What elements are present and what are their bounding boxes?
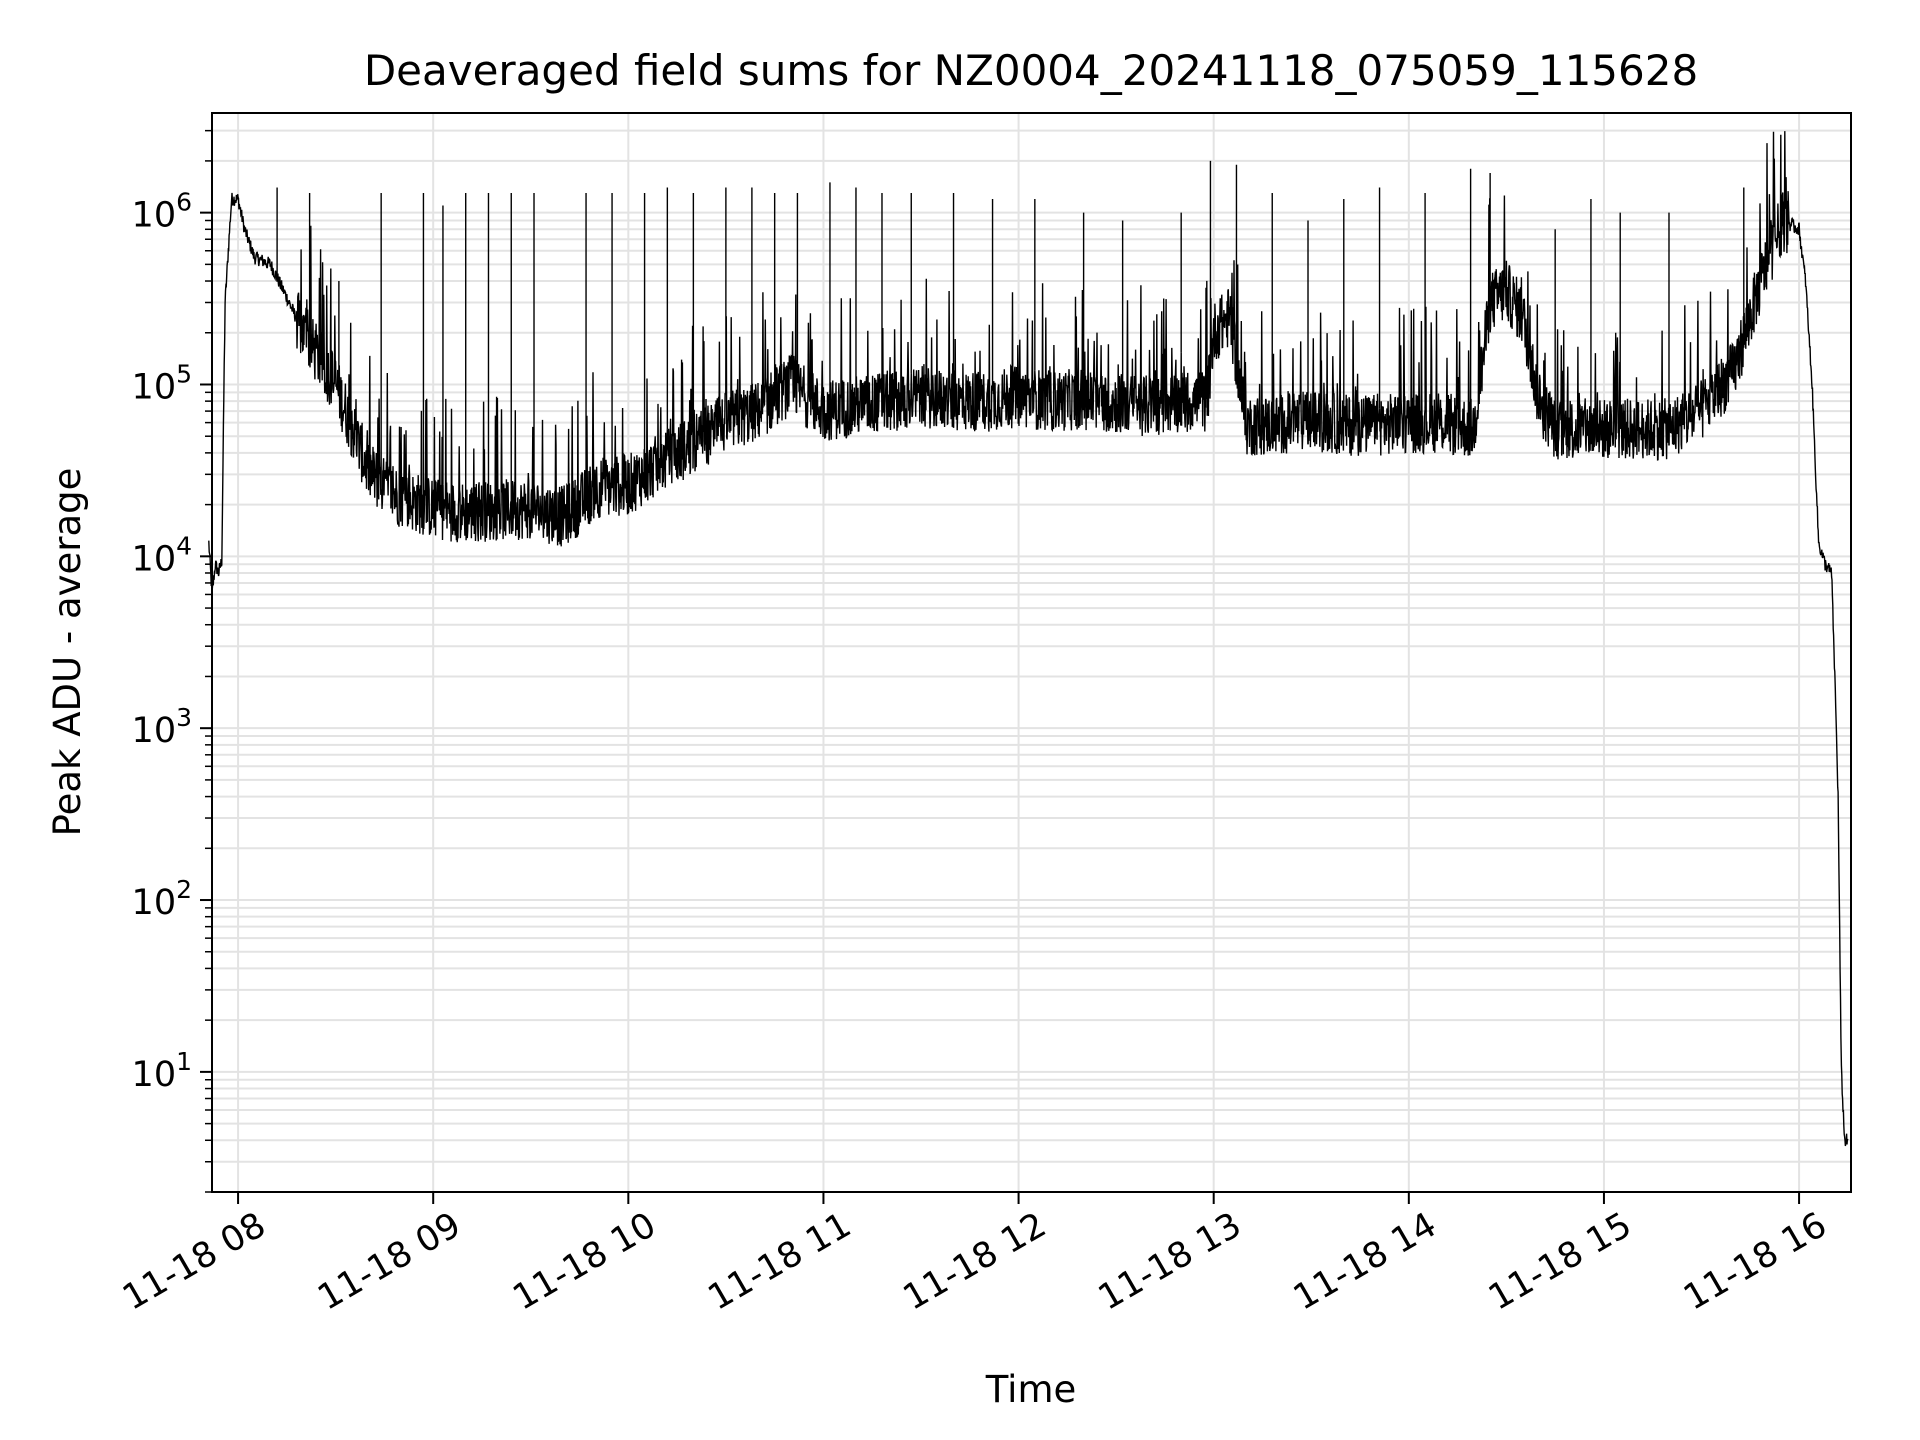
chart-title: Deaveraged field sums for NZ0004_2024111… (364, 46, 1698, 95)
y-axis-label: Peak ADU - average (46, 468, 89, 837)
y-tick-label: 105 (132, 359, 192, 407)
y-tick-label: 103 (132, 703, 192, 751)
y-tick-label: 101 (132, 1047, 192, 1095)
y-tick-label: 106 (132, 188, 192, 236)
y-tick-label: 104 (132, 531, 192, 579)
y-tick-label: 102 (132, 875, 192, 923)
x-axis-label: Time (985, 1368, 1077, 1411)
data-layer (208, 131, 1849, 1147)
series-line (208, 131, 1849, 1147)
plot-frame (211, 112, 1852, 1193)
